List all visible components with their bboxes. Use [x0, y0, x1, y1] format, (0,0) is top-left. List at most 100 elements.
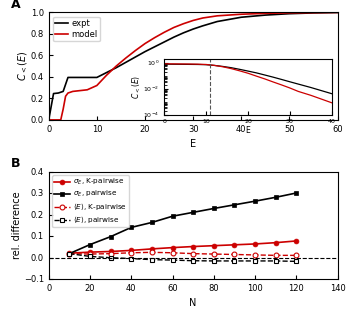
model	[133, 49, 137, 52]
expt	[172, 35, 176, 39]
$\langle E \rangle$, K-pairwise	[274, 254, 278, 257]
Line: model: model	[49, 12, 338, 120]
Legend: expt, model: expt, model	[53, 16, 100, 41]
$\sigma_E$, K-pairwise	[191, 245, 195, 248]
X-axis label: E: E	[190, 139, 196, 149]
$\sigma_E$, K-pairwise	[294, 239, 298, 243]
model	[263, 11, 267, 15]
model	[56, 118, 61, 122]
expt	[239, 16, 243, 19]
$\sigma_E$, K-pairwise	[88, 250, 92, 254]
model	[52, 118, 56, 122]
expt	[335, 11, 340, 14]
expt	[95, 76, 99, 79]
model	[191, 19, 195, 22]
$\sigma_E$, pairwise	[212, 207, 216, 210]
$\sigma_E$, pairwise	[191, 210, 195, 214]
expt	[311, 11, 316, 15]
$\sigma_E$, K-pairwise	[109, 250, 113, 253]
$\langle E \rangle$, pairwise	[67, 252, 71, 255]
expt	[56, 91, 61, 95]
expt	[90, 76, 94, 79]
expt	[85, 76, 89, 79]
expt	[80, 76, 85, 79]
model	[59, 118, 63, 122]
model	[63, 94, 68, 98]
model	[76, 89, 80, 93]
model	[71, 90, 75, 93]
expt	[66, 76, 70, 79]
model	[215, 14, 219, 18]
model	[104, 73, 109, 77]
expt	[263, 13, 267, 17]
Y-axis label: rel. difference: rel. difference	[12, 192, 22, 259]
$\langle E \rangle$, K-pairwise	[109, 252, 113, 255]
model	[287, 11, 292, 15]
$\sigma_E$, K-pairwise	[67, 251, 71, 255]
$\langle E \rangle$, pairwise	[129, 257, 133, 260]
$\langle E \rangle$, K-pairwise	[129, 251, 133, 255]
model	[311, 11, 316, 15]
$\sigma_E$, K-pairwise	[171, 246, 175, 250]
expt	[191, 27, 195, 31]
model	[66, 91, 70, 95]
$\langle E \rangle$, pairwise	[171, 258, 175, 262]
expt	[152, 45, 157, 49]
expt	[104, 71, 109, 74]
$\langle E \rangle$, pairwise	[274, 259, 278, 263]
$\langle E \rangle$, pairwise	[212, 259, 216, 263]
model	[95, 84, 99, 87]
$\sigma_E$, pairwise	[253, 199, 257, 203]
model	[124, 56, 128, 60]
$\langle E \rangle$, K-pairwise	[88, 252, 92, 256]
$\langle E \rangle$, pairwise	[232, 259, 237, 263]
$\sigma_E$, pairwise	[129, 226, 133, 229]
$\sigma_E$, pairwise	[232, 203, 237, 207]
X-axis label: N: N	[189, 299, 197, 308]
$\sigma_E$, K-pairwise	[150, 247, 154, 251]
model	[143, 42, 147, 46]
$\sigma_E$, K-pairwise	[129, 249, 133, 252]
expt	[76, 76, 80, 79]
expt	[52, 92, 56, 95]
expt	[133, 55, 137, 59]
model	[90, 86, 94, 90]
$\sigma_E$, pairwise	[294, 191, 298, 195]
$\langle E \rangle$, pairwise	[150, 258, 154, 262]
Text: A: A	[11, 0, 21, 11]
Line: expt: expt	[49, 12, 338, 120]
expt	[215, 20, 219, 23]
$\langle E \rangle$, K-pairwise	[171, 251, 175, 255]
expt	[71, 76, 75, 79]
$\sigma_E$, pairwise	[274, 195, 278, 199]
$\sigma_E$, pairwise	[109, 235, 113, 238]
Line: $\sigma_E$, K-pairwise: $\sigma_E$, K-pairwise	[67, 238, 299, 256]
expt	[201, 24, 205, 28]
model	[239, 12, 243, 16]
model	[181, 22, 185, 25]
Legend: $\sigma_E$, K-pairwise, $\sigma_E$, pairwise, $\langle E \rangle$, K-pairwise, $: $\sigma_E$, K-pairwise, $\sigma_E$, pair…	[52, 175, 129, 227]
$\langle E \rangle$, K-pairwise	[212, 252, 216, 256]
$\langle E \rangle$, K-pairwise	[67, 252, 71, 255]
model	[152, 36, 157, 39]
expt	[47, 118, 51, 122]
$\langle E \rangle$, pairwise	[191, 259, 195, 263]
$\sigma_E$, K-pairwise	[232, 243, 237, 247]
model	[201, 16, 205, 20]
model	[85, 88, 89, 92]
$\sigma_E$, K-pairwise	[274, 241, 278, 245]
Text: B: B	[11, 157, 21, 170]
$\sigma_E$, K-pairwise	[253, 242, 257, 246]
$\langle E \rangle$, K-pairwise	[294, 254, 298, 257]
expt	[181, 31, 185, 35]
$\sigma_E$, pairwise	[88, 243, 92, 246]
$\langle E \rangle$, pairwise	[88, 255, 92, 258]
$\langle E \rangle$, K-pairwise	[232, 253, 237, 256]
model	[114, 64, 118, 68]
expt	[124, 60, 128, 64]
model	[162, 30, 166, 34]
Line: $\sigma_E$, pairwise: $\sigma_E$, pairwise	[67, 191, 299, 256]
$\sigma_E$, pairwise	[67, 252, 71, 255]
Line: $\langle E \rangle$, K-pairwise: $\langle E \rangle$, K-pairwise	[67, 250, 299, 258]
expt	[287, 12, 292, 16]
